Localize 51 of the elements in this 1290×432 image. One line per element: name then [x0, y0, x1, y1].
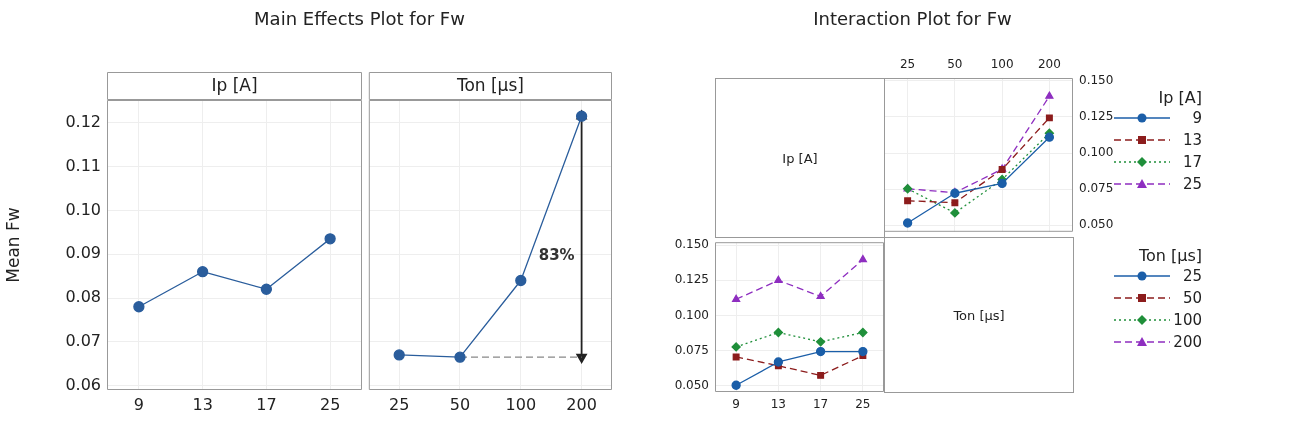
- x-tick-label: 13: [770, 397, 787, 412]
- legend-label: 13: [1181, 131, 1202, 149]
- chart-title: Main Effects Plot for Fw: [253, 8, 466, 29]
- y-tick-label: 0.08: [65, 287, 101, 307]
- x-tick-label: 25: [899, 56, 916, 71]
- x-tick-label: 100: [505, 394, 537, 414]
- chart-subtitle: Ip [A]: [211, 75, 258, 96]
- y-tick-label: 0.07: [65, 330, 101, 350]
- y-tick-label: 0.100: [1079, 145, 1114, 160]
- legend-label: 25: [1181, 267, 1202, 285]
- legend-label: 17: [1181, 153, 1202, 171]
- legend-label: 50: [1181, 289, 1202, 307]
- y-tick-label: 0.050: [1079, 217, 1114, 232]
- y-tick-label: 0.125: [674, 272, 709, 287]
- chart-title: Interaction Plot for Fw: [812, 8, 1013, 29]
- y-tick-label: 0.06: [65, 374, 101, 394]
- text: Ton [µs]: [884, 237, 1074, 393]
- legend-label: 200: [1172, 333, 1202, 351]
- y-tick-label: 0.125: [1079, 109, 1114, 124]
- legend-label: 25: [1181, 175, 1202, 193]
- y-axis-title: Mean Fw: [2, 207, 23, 283]
- y-tick-label: 0.11: [65, 155, 101, 175]
- y-tick-label: 0.075: [1079, 181, 1114, 196]
- x-tick-label: 200: [1037, 56, 1061, 71]
- y-tick-label: 0.09: [65, 243, 101, 263]
- x-tick-label: 25: [319, 394, 341, 414]
- chart-subtitle: Ton [µs]: [455, 75, 524, 96]
- legend-label: 9: [1191, 109, 1202, 127]
- x-tick-label: 17: [256, 394, 277, 414]
- legend-title: Ton [µs]: [1137, 246, 1202, 265]
- y-tick-label: 0.050: [674, 378, 709, 393]
- x-tick-label: 200: [566, 394, 597, 414]
- y-tick-label: 0.100: [674, 307, 709, 322]
- x-tick-label: 9: [732, 397, 740, 412]
- x-tick-label: 25: [389, 394, 410, 414]
- x-tick-label: 17: [812, 397, 829, 412]
- legend-label: 100: [1172, 311, 1202, 329]
- y-tick-label: 0.10: [65, 199, 101, 219]
- legend-title: Ip [A]: [1157, 88, 1202, 107]
- y-tick-label: 0.150: [674, 237, 709, 252]
- y-tick-label: 0.12: [65, 111, 101, 131]
- x-tick-label: 100: [990, 56, 1014, 71]
- x-tick-label: 25: [855, 397, 871, 412]
- annotation: 83%: [538, 245, 575, 264]
- x-tick-label: 50: [947, 56, 963, 71]
- y-tick-label: 0.150: [1079, 73, 1114, 88]
- x-tick-label: 50: [449, 394, 471, 414]
- x-tick-label: 9: [133, 394, 144, 414]
- text: Ip [A]: [715, 78, 885, 238]
- x-tick-label: 13: [192, 394, 213, 414]
- y-tick-label: 0.075: [674, 342, 709, 357]
